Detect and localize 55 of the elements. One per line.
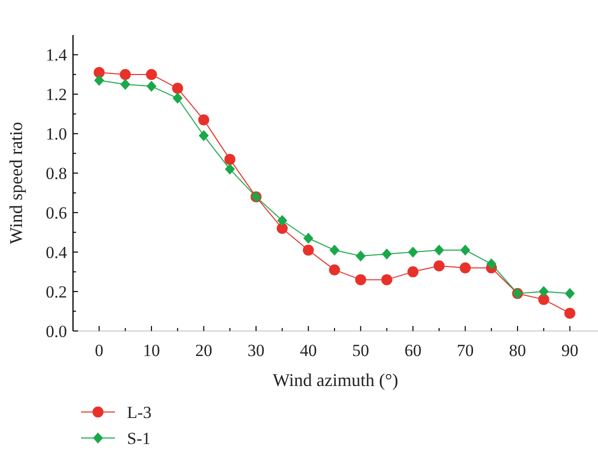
point bbox=[198, 114, 210, 126]
x-tick-label: 40 bbox=[300, 341, 317, 360]
y-tick-label: 0.4 bbox=[46, 243, 68, 262]
legend-label: L-3 bbox=[127, 403, 152, 422]
point bbox=[120, 78, 130, 90]
point bbox=[94, 66, 105, 78]
point bbox=[172, 82, 184, 94]
point bbox=[564, 308, 576, 319]
x-tick-label: 10 bbox=[142, 341, 160, 360]
point bbox=[460, 262, 471, 274]
point bbox=[329, 264, 340, 276]
y-tick-label: 0.6 bbox=[46, 204, 67, 223]
y-tick-label: 1.2 bbox=[46, 85, 67, 104]
point bbox=[538, 286, 549, 298]
point bbox=[303, 232, 314, 244]
point bbox=[146, 80, 156, 92]
x-tick-label: 80 bbox=[509, 341, 526, 360]
point bbox=[355, 274, 366, 286]
x-tick-label: 30 bbox=[248, 341, 265, 360]
y-tick-label: 0.8 bbox=[46, 164, 67, 184]
point bbox=[381, 274, 392, 286]
point bbox=[356, 250, 366, 262]
point bbox=[434, 244, 444, 256]
point bbox=[564, 288, 575, 300]
point bbox=[172, 92, 183, 104]
x-tick-label: 90 bbox=[561, 341, 578, 360]
y-tick-label: 1.0 bbox=[46, 124, 67, 144]
y-tick-label: 0.0 bbox=[46, 322, 67, 341]
y-tick-label: 0.2 bbox=[46, 282, 67, 302]
point bbox=[94, 74, 104, 86]
point bbox=[407, 266, 418, 278]
point bbox=[198, 130, 209, 142]
x-tick-label: 0 bbox=[94, 341, 104, 360]
point bbox=[330, 244, 340, 256]
point bbox=[224, 164, 235, 175]
y-tick-label: 1.4 bbox=[46, 46, 68, 65]
x-tick-label: 70 bbox=[456, 341, 474, 360]
point bbox=[434, 260, 445, 272]
x-tick-label: 50 bbox=[352, 341, 370, 360]
x-tick-label: 20 bbox=[195, 341, 212, 360]
point bbox=[382, 248, 392, 260]
point bbox=[460, 244, 470, 256]
point bbox=[538, 294, 550, 305]
legend-label: S-1 bbox=[127, 429, 151, 448]
point bbox=[408, 246, 418, 258]
point bbox=[276, 222, 288, 234]
x-axis-title: Wind azimuth (°) bbox=[272, 370, 398, 390]
point bbox=[486, 258, 496, 270]
point bbox=[224, 154, 236, 165]
y-axis-title: Wind speed ratio bbox=[6, 122, 26, 244]
point bbox=[120, 68, 131, 80]
x-tick-label: 60 bbox=[404, 341, 422, 360]
point bbox=[146, 68, 157, 80]
point bbox=[302, 244, 314, 256]
point bbox=[277, 214, 288, 226]
